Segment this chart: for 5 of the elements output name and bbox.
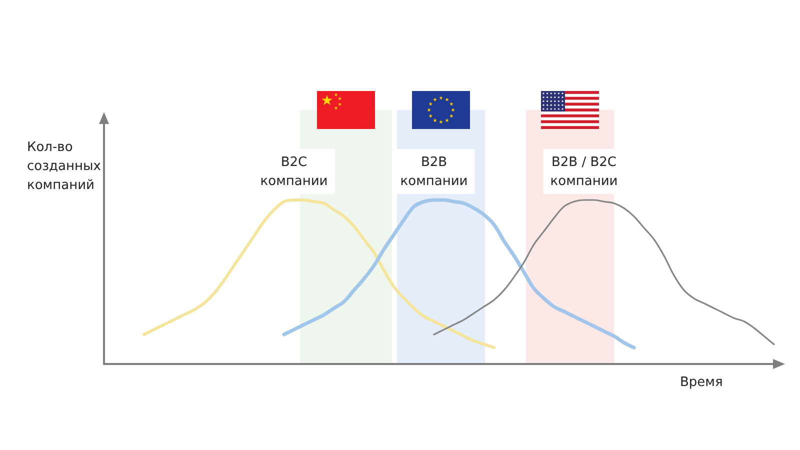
y-axis-title: Кол-во созданных компаний (27, 139, 102, 195)
series-label: B2B / B2C компании (550, 155, 618, 189)
series-label: B2B компании (400, 155, 468, 189)
series-label: B2C компании (260, 155, 328, 189)
x-axis-title: Время (680, 374, 723, 392)
